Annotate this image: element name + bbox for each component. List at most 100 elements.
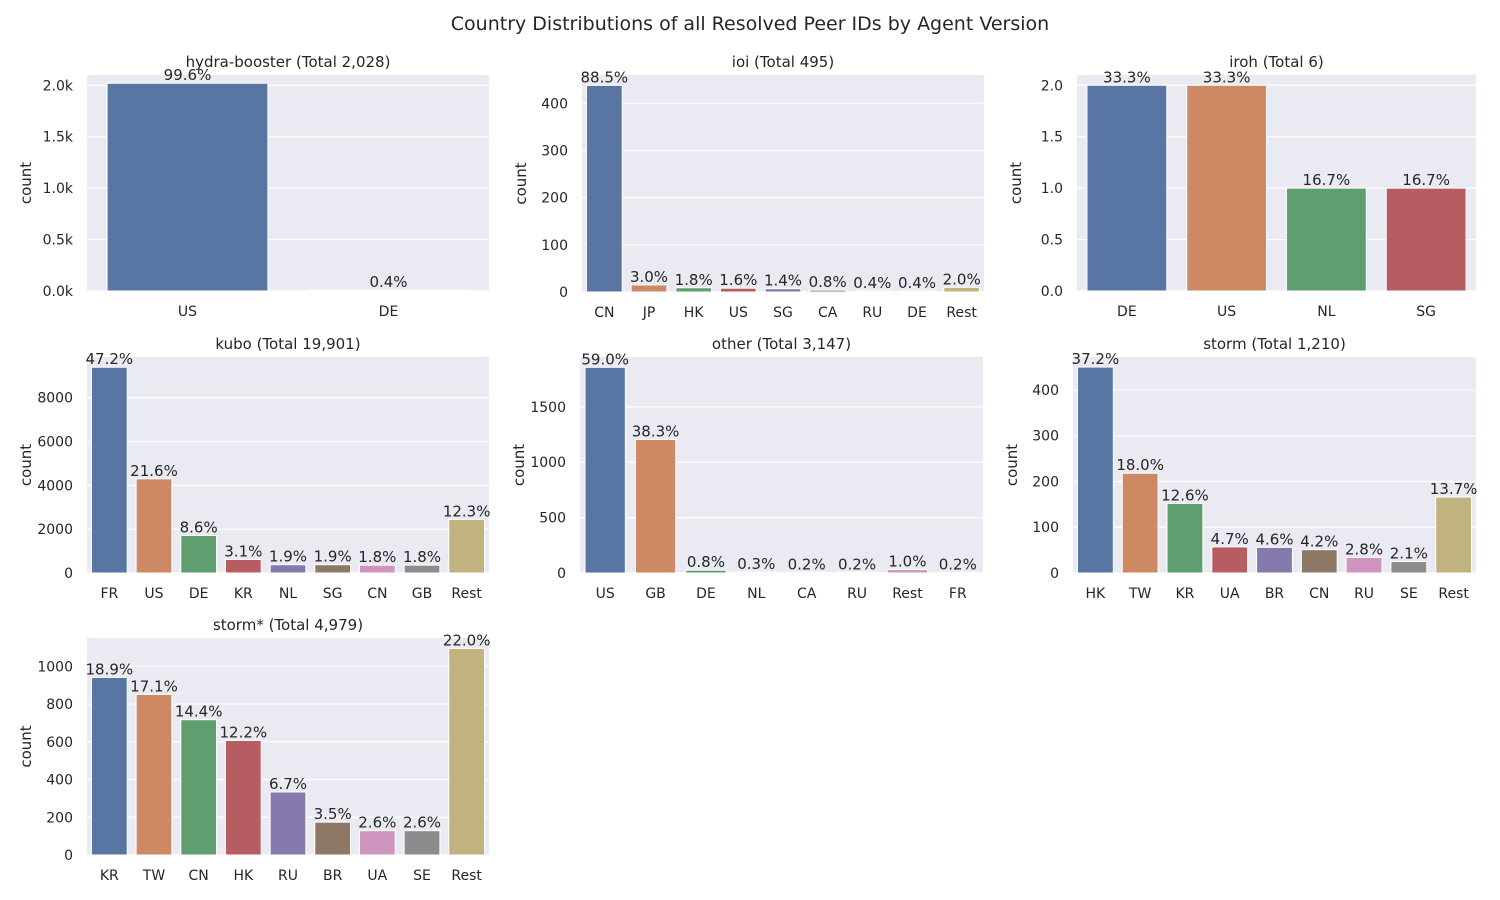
x-tick-label: UA <box>1220 586 1240 602</box>
x-tick-label: CA <box>797 586 817 602</box>
bar-value-label: 1.4% <box>764 272 802 290</box>
bar-value-label: 2.1% <box>1390 545 1428 563</box>
y-tick-label: 300 <box>541 143 568 159</box>
bar <box>886 569 929 574</box>
bar-value-label: 0.8% <box>809 273 847 291</box>
subplot-title: hydra-booster (Total 2,028) <box>186 53 391 71</box>
subplot: 0 2000 4000 6000 8000 47.2% FR 21.6% US 8.6% DE 3.1… <box>17 335 490 602</box>
bar-value-label: 16.7% <box>1402 171 1450 189</box>
bar <box>358 830 396 856</box>
bar-value-label: 0.2% <box>939 555 977 573</box>
x-tick-label: JP <box>642 305 656 321</box>
subplot: 0 200 400 600 800 1000 18.9% KR 17.1% TW 14.4% CN 12… <box>17 616 490 884</box>
bar <box>1300 549 1338 574</box>
y-tick-label: 2.0 <box>1041 78 1063 94</box>
y-tick-label: 0 <box>1050 566 1059 582</box>
bar-value-label: 33.3% <box>1103 68 1151 86</box>
x-tick-label: DE <box>1117 304 1137 320</box>
bar <box>675 287 713 293</box>
x-tick-label: GB <box>645 586 665 602</box>
bar-value-label: 2.6% <box>358 814 396 832</box>
bar <box>735 571 777 574</box>
y-axis-label: count <box>17 444 35 486</box>
y-tick-label: 0.0 <box>1041 284 1063 300</box>
bar-value-label: 0.3% <box>737 555 775 573</box>
subplot: 0.0 0.5 1.0 1.5 2.0 33.3% DE 33.3% US 16.7% NL 16.7… <box>1007 53 1476 320</box>
bar-value-label: 8.6% <box>180 519 218 537</box>
x-tick-label: US <box>596 586 615 602</box>
bar <box>1256 546 1293 574</box>
bar-value-label: 2.0% <box>943 270 981 288</box>
y-tick-label: 100 <box>1032 520 1059 536</box>
bar <box>584 366 626 574</box>
bar-value-label: 2.6% <box>403 814 441 832</box>
bar <box>853 290 891 293</box>
y-tick-label: 800 <box>46 697 73 713</box>
bar-value-label: 47.2% <box>86 350 134 368</box>
bar-value-label: 4.6% <box>1255 530 1293 548</box>
bar <box>1076 366 1114 574</box>
bar-value-label: 88.5% <box>581 68 629 86</box>
bar-value-label: 6.7% <box>269 775 307 793</box>
bar-value-label: 14.4% <box>175 703 223 721</box>
bar <box>269 791 307 856</box>
y-axis-label: count <box>1003 444 1021 486</box>
x-tick-label: KR <box>234 586 253 602</box>
subplot-title: storm (Total 1,210) <box>1203 335 1346 353</box>
x-tick-label: KR <box>100 868 119 884</box>
bar-value-label: 1.8% <box>403 548 441 566</box>
bar-value-label: 33.3% <box>1203 68 1251 86</box>
bar <box>90 366 128 574</box>
y-axis-label: count <box>1007 162 1025 204</box>
y-tick-label: 1500 <box>530 400 566 416</box>
bar <box>135 478 173 574</box>
x-tick-label: US <box>144 586 163 602</box>
bar <box>106 82 269 292</box>
x-tick-label: DE <box>696 586 716 602</box>
y-tick-label: 0 <box>557 566 566 582</box>
bar <box>809 289 847 293</box>
bar <box>719 287 757 293</box>
bar-value-label: 3.5% <box>314 805 352 823</box>
bar-value-label: 1.8% <box>358 548 396 566</box>
bar <box>943 286 981 293</box>
bar <box>1186 84 1268 292</box>
y-tick-label: 0 <box>64 848 73 864</box>
subplot-title: iroh (Total 6) <box>1229 53 1324 71</box>
bar-value-label: 3.0% <box>630 268 668 286</box>
bar <box>898 290 936 293</box>
y-tick-label: 0.0k <box>43 284 74 300</box>
x-tick-label: SG <box>773 305 793 321</box>
y-tick-label: 1.0 <box>1041 181 1063 197</box>
y-tick-label: 200 <box>46 810 73 826</box>
bar <box>224 739 262 856</box>
bar-value-label: 4.7% <box>1211 530 1249 548</box>
x-tick-label: SE <box>1400 586 1418 602</box>
subplot: 0.0k 0.5k 1.0k 1.5k 2.0k 99.6% US 0.4% DE hydra-b… <box>17 53 489 320</box>
y-tick-label: 1.0k <box>43 181 74 197</box>
y-tick-label: 200 <box>541 191 568 207</box>
subplot: 0 500 1000 1500 59.0% US 38.3% GB 0.8% DE 0.3% NL 0.… <box>510 335 983 602</box>
bar-value-label: 37.2% <box>1072 350 1120 368</box>
x-tick-label: DE <box>907 305 927 321</box>
y-tick-label: 500 <box>539 511 566 527</box>
subplot-title: other (Total 3,147) <box>712 335 851 353</box>
x-tick-label: SG <box>1416 304 1436 320</box>
subplot-title: kubo (Total 19,901) <box>215 335 360 353</box>
bar-value-label: 12.6% <box>1161 486 1209 504</box>
x-tick-label: KR <box>1175 586 1194 602</box>
x-tick-label: RU <box>278 868 298 884</box>
x-tick-label: BR <box>1265 586 1285 602</box>
x-tick-label: Rest <box>892 586 923 602</box>
bar-value-label: 18.9% <box>86 660 134 678</box>
bar <box>1086 84 1168 292</box>
x-tick-label: CN <box>1309 586 1329 602</box>
x-tick-label: US <box>1217 304 1236 320</box>
x-tick-label: BR <box>323 868 343 884</box>
x-tick-label: CA <box>818 305 838 321</box>
bar <box>1345 556 1383 574</box>
x-tick-label: FR <box>100 586 118 602</box>
x-tick-label: US <box>729 305 748 321</box>
bar-value-label: 17.1% <box>130 677 178 695</box>
